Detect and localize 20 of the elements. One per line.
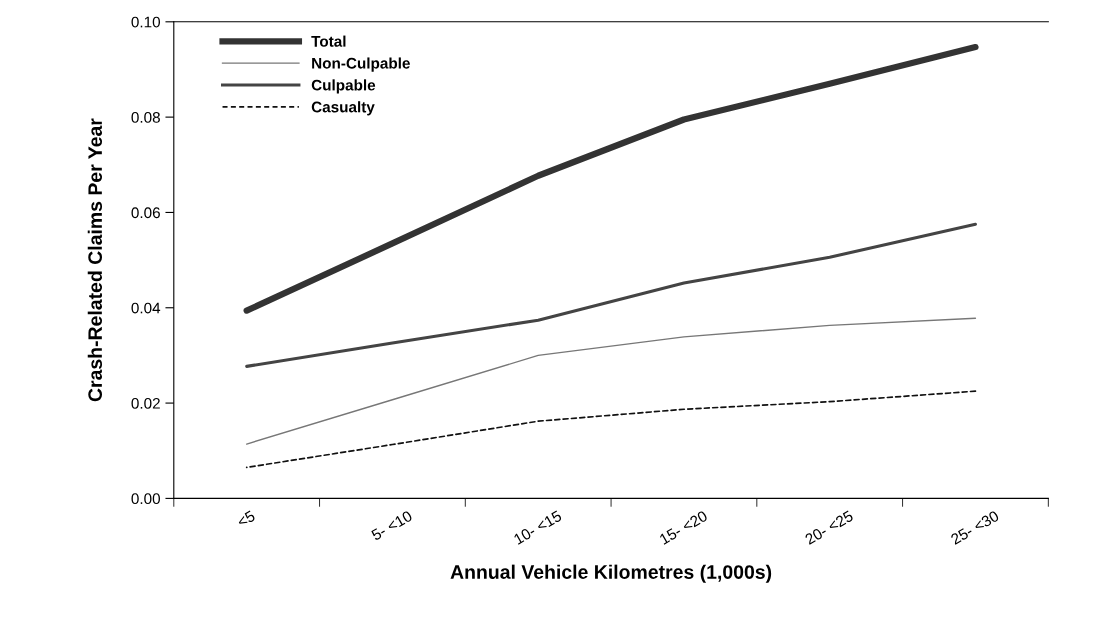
x-tick-label: <5 <box>236 510 256 528</box>
y-tick-label: 0.02 <box>131 397 160 409</box>
y-tick-label: 0.04 <box>131 302 161 314</box>
x-tick-label: 10- <15 <box>513 510 563 545</box>
x-axis-title: Annual Vehicle Kilometres (1,000s) <box>450 564 772 583</box>
y-tick-label: 0.08 <box>131 111 160 123</box>
legend-label: Casualty <box>311 101 375 116</box>
x-tick-label: 25- <30 <box>950 510 1000 545</box>
x-tick-label: 15- <20 <box>658 510 709 545</box>
y-axis-title: Crash-Related Claims Per Year <box>87 118 103 402</box>
y-tick-label: 0.10 <box>131 16 161 28</box>
line-series <box>245 222 977 368</box>
line-series <box>245 317 977 445</box>
x-tick-label: 20- <25 <box>804 510 854 545</box>
legend-label: Total <box>311 35 346 47</box>
x-tick-label: 5- <10 <box>370 510 413 541</box>
legend-label: Culpable <box>311 79 376 94</box>
y-tick-label: 0.06 <box>131 207 160 219</box>
y-tick-label: 0.00 <box>131 493 161 505</box>
legend-label: Non-Culpable <box>312 57 410 72</box>
